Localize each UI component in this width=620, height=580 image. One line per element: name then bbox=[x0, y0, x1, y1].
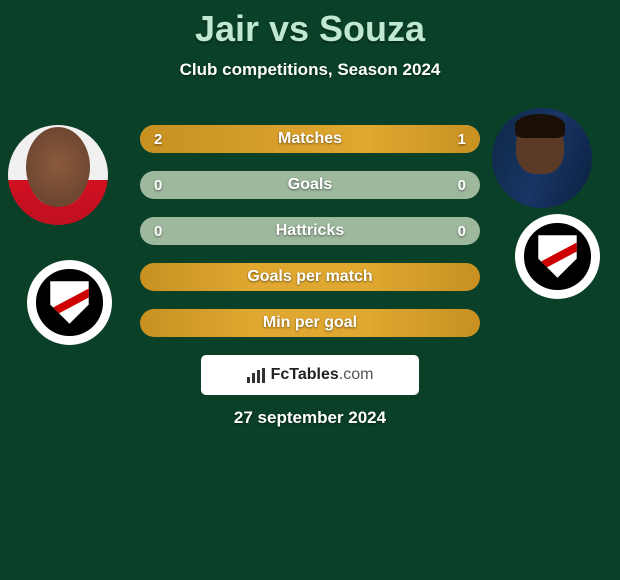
sash-icon bbox=[532, 241, 583, 273]
stat-value-left: 0 bbox=[154, 223, 162, 240]
shield-icon bbox=[538, 235, 576, 277]
player-hair-icon bbox=[515, 114, 565, 138]
sash-icon bbox=[44, 287, 95, 319]
stat-row: Hattricks0 0 bbox=[140, 217, 480, 245]
stat-label: Goals per match bbox=[140, 268, 480, 286]
branding-text: FcTables.com bbox=[271, 366, 374, 384]
avatar-inner bbox=[492, 108, 592, 208]
stat-label: Hattricks bbox=[140, 222, 480, 240]
stat-row: Min per goal bbox=[140, 309, 480, 337]
page-title: Jair vs Souza bbox=[0, 0, 620, 50]
branding-box[interactable]: FcTables.com bbox=[201, 355, 419, 395]
player-head-icon bbox=[30, 140, 86, 206]
stat-row: Matches2 1 bbox=[140, 125, 480, 153]
date-text: 27 september 2024 bbox=[0, 408, 620, 428]
avatar-inner bbox=[8, 125, 108, 225]
stats-container: Matches21Goals00Hattricks00Goals per mat… bbox=[140, 125, 480, 355]
club-badge-left bbox=[27, 260, 112, 345]
player-avatar-left bbox=[8, 125, 108, 225]
stat-value-right: 0 bbox=[458, 223, 466, 240]
stat-label: Min per goal bbox=[140, 314, 480, 332]
stat-label: Matches bbox=[140, 130, 480, 148]
stat-row: Goals per match bbox=[140, 263, 480, 291]
brand-name: FcTables bbox=[271, 366, 339, 383]
stat-value-left: 0 bbox=[154, 177, 162, 194]
stat-row: Goals0 0 bbox=[140, 171, 480, 199]
stat-value-right: 1 bbox=[458, 131, 466, 148]
stat-value-left: 2 bbox=[154, 131, 162, 148]
page-subtitle: Club competitions, Season 2024 bbox=[0, 60, 620, 80]
badge-inner bbox=[524, 223, 590, 289]
shield-icon bbox=[50, 281, 88, 323]
bar-chart-icon bbox=[247, 368, 265, 383]
player-avatar-right bbox=[492, 108, 592, 208]
stat-value-right: 0 bbox=[458, 177, 466, 194]
stat-label: Goals bbox=[140, 176, 480, 194]
club-badge-right bbox=[515, 214, 600, 299]
badge-inner bbox=[36, 269, 102, 335]
brand-suffix: .com bbox=[339, 366, 374, 383]
